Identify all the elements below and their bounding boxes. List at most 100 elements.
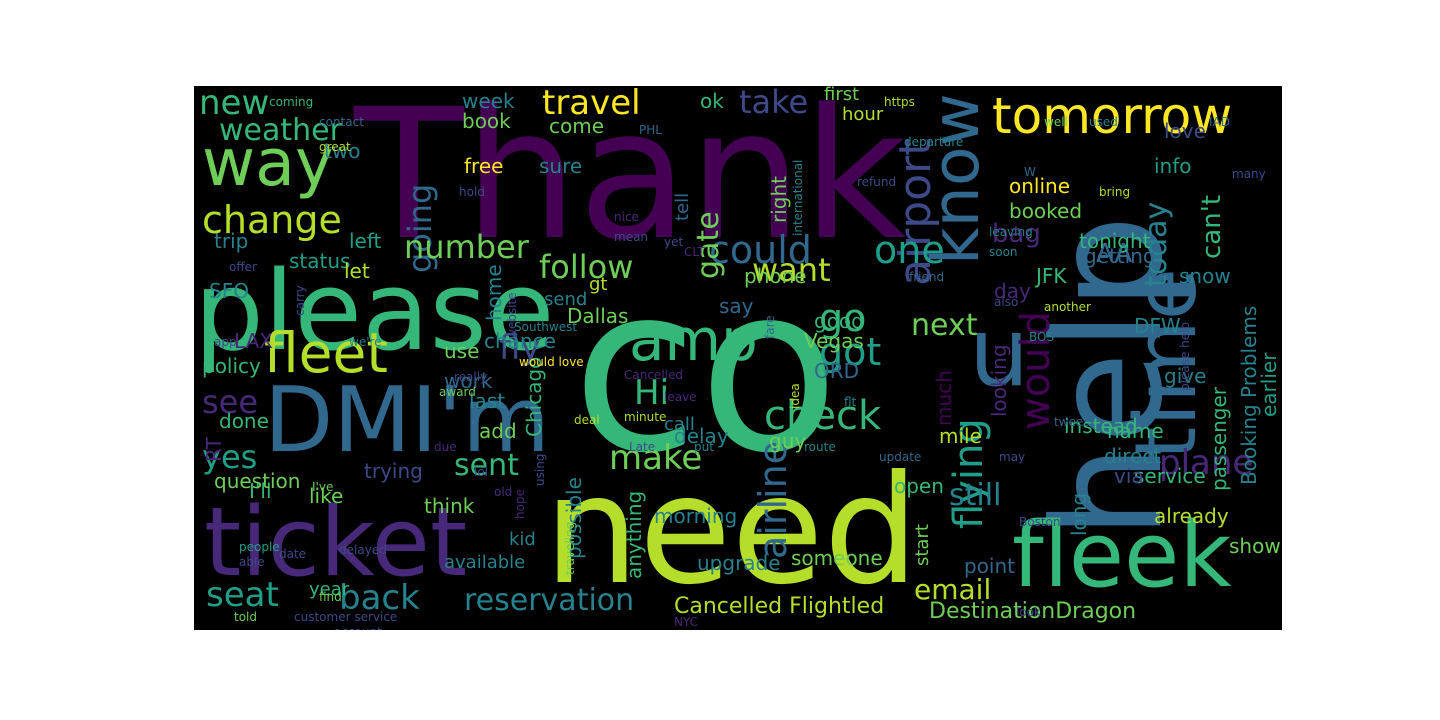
word-free: free	[464, 154, 504, 178]
word-trip: trip	[214, 229, 249, 253]
word-may: may	[999, 450, 1026, 464]
word-ticket: ticket	[204, 488, 468, 598]
word-yet: yet	[664, 235, 684, 249]
word-morning: morning	[654, 504, 738, 528]
word-fare: fare	[763, 315, 777, 339]
word-delay: delay	[674, 424, 729, 448]
word-week: week	[462, 89, 515, 113]
word-look: look	[1016, 605, 1041, 619]
word-departure: departure	[904, 135, 964, 149]
word-done: done	[219, 409, 269, 433]
word-reservation: reservation	[464, 583, 635, 618]
word-ive: I've	[312, 480, 334, 494]
word-idea: idea	[788, 383, 802, 409]
word-w: W	[1024, 165, 1036, 179]
word-bag: bag	[992, 219, 1041, 249]
word-would: would	[1013, 310, 1059, 430]
word-used: used	[1089, 115, 1118, 129]
word-due: due	[434, 440, 457, 454]
word-traveling: traveling	[563, 521, 577, 575]
word-flt: flt	[844, 395, 857, 409]
word-ok: ok	[700, 89, 724, 113]
word-left: left	[349, 229, 382, 253]
word-old: old	[494, 485, 513, 499]
word-kid: kid	[509, 529, 536, 550]
word-available: available	[444, 552, 526, 573]
word-online: online	[1009, 174, 1071, 198]
word-sent: sent	[454, 448, 519, 483]
word-tomorrow: tomorrow	[992, 87, 1233, 145]
word-plane: plane	[1159, 443, 1254, 483]
word-work: work	[444, 369, 493, 393]
word-hour: hour	[842, 104, 884, 125]
word-leaving: leaving	[989, 225, 1033, 239]
word-earlier: earlier	[1257, 352, 1281, 417]
word-friend: friend	[909, 270, 945, 284]
word-please-help: please help	[1178, 322, 1192, 392]
word-make: make	[609, 438, 703, 478]
word-take: take	[739, 86, 809, 121]
word-add: add	[479, 419, 517, 443]
word-aa: AA	[1096, 239, 1133, 269]
word-dfw: DFW	[1134, 314, 1181, 338]
word-southwest: Southwest	[514, 320, 578, 334]
word-change: change	[202, 198, 342, 242]
word-via: via	[1114, 464, 1144, 488]
word-dallas: Dallas	[567, 304, 629, 328]
word-lol: lol	[474, 465, 489, 479]
word-minute: minute	[624, 410, 667, 424]
word-still: still	[949, 478, 1002, 513]
word-able: able	[239, 555, 265, 569]
word-go: go	[819, 296, 867, 340]
word-cloud: Thank co need help please ticket DMI'm f…	[194, 86, 1282, 630]
word-need: need	[544, 444, 919, 618]
word-want: want	[752, 251, 831, 289]
word-service: service	[1134, 464, 1206, 488]
word-using: using	[533, 453, 547, 487]
word-fleek: fleek	[1012, 503, 1232, 608]
word-travel: travel	[542, 86, 641, 123]
word-late: Late	[629, 440, 656, 454]
word-upgrade: upgrade	[697, 551, 781, 575]
word-coming: coming	[269, 95, 314, 109]
word-bos: BOS	[1029, 330, 1055, 344]
word-first: first	[824, 86, 860, 105]
word-follow: follow	[539, 248, 634, 286]
word-told: told	[234, 610, 257, 624]
word-another: another	[1044, 300, 1091, 314]
word-dmi-m: DMI'm	[264, 368, 550, 473]
word-getting: getting	[1084, 244, 1156, 268]
word-great: great	[319, 140, 351, 154]
word-love: love	[1164, 119, 1206, 143]
word-open: open	[894, 474, 944, 498]
word-tonight: tonight	[1079, 229, 1151, 253]
word-leave: leave	[664, 390, 697, 404]
word-good: good	[814, 309, 864, 333]
word-way: way	[202, 126, 334, 201]
word-yes: yes	[202, 438, 258, 476]
word-date: date	[279, 547, 307, 561]
word-someone: someone	[791, 546, 883, 570]
word-hold: hold	[459, 185, 485, 199]
word-many: many	[1232, 167, 1266, 181]
word-cancelled: Cancelled	[624, 368, 683, 382]
word-thank: Thank	[354, 86, 907, 280]
word-weather: weather	[219, 113, 342, 148]
word-chance: chance	[484, 329, 556, 353]
word-policy: policy	[202, 354, 261, 378]
word-snow: snow	[1179, 264, 1231, 288]
word-long: long	[1067, 492, 1091, 536]
word-fly: fly	[499, 328, 541, 368]
word-anything: anything	[622, 490, 646, 579]
word-account: account	[334, 626, 382, 630]
word-destinationdragon: DestinationDragon	[929, 599, 1137, 624]
word-were: we're	[349, 335, 382, 349]
word-like: like	[309, 484, 344, 508]
word-please: please	[194, 247, 555, 375]
word-info: info	[1154, 154, 1192, 178]
word-use: use	[444, 339, 480, 363]
word-say: say	[719, 294, 754, 318]
word-new: new	[199, 86, 270, 123]
word-nice: nice	[614, 210, 639, 224]
word-last: last	[469, 389, 506, 413]
